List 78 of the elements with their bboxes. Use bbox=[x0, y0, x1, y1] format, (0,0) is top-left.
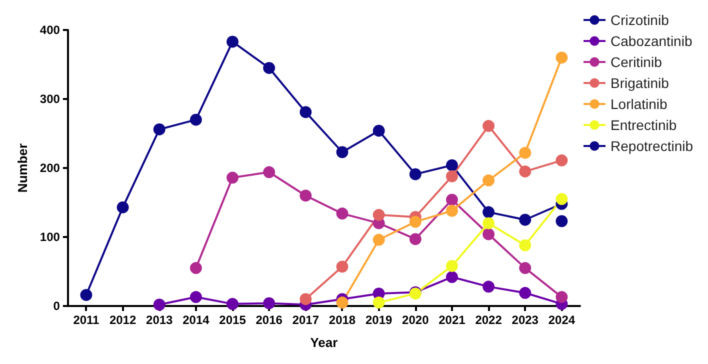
point bbox=[519, 286, 532, 299]
point bbox=[482, 217, 495, 230]
point bbox=[409, 233, 422, 246]
point bbox=[372, 124, 385, 137]
point bbox=[263, 297, 276, 310]
x-tick-label: 2020 bbox=[402, 313, 430, 327]
point bbox=[300, 190, 312, 202]
legend-label: Repotrectinib bbox=[610, 138, 694, 154]
legend-label: Lorlatinib bbox=[610, 96, 668, 112]
point bbox=[300, 106, 312, 118]
point bbox=[263, 62, 276, 74]
point bbox=[190, 291, 202, 304]
y-tick-label: 200 bbox=[40, 161, 60, 175]
point bbox=[519, 262, 532, 274]
point bbox=[336, 146, 348, 158]
x-tick-label: 2016 bbox=[256, 313, 283, 327]
y-tick-label: 400 bbox=[40, 23, 60, 37]
point bbox=[556, 52, 568, 64]
point bbox=[372, 296, 385, 309]
point bbox=[556, 291, 568, 304]
point bbox=[372, 208, 385, 221]
x-tick-label: 2023 bbox=[512, 313, 539, 327]
point bbox=[409, 216, 422, 228]
point bbox=[226, 298, 239, 310]
point bbox=[519, 165, 532, 178]
point bbox=[372, 234, 385, 246]
point bbox=[116, 201, 129, 214]
legend-label: Ceritinib bbox=[610, 54, 662, 70]
point bbox=[336, 296, 348, 309]
point bbox=[556, 154, 568, 166]
point bbox=[446, 204, 458, 217]
point bbox=[556, 193, 568, 206]
point bbox=[226, 172, 239, 184]
point bbox=[409, 168, 422, 180]
point bbox=[519, 146, 532, 159]
point bbox=[80, 288, 92, 301]
point bbox=[519, 214, 532, 226]
point bbox=[519, 239, 532, 252]
legend-label: Crizotinib bbox=[610, 12, 670, 28]
point bbox=[190, 114, 202, 126]
point bbox=[153, 123, 166, 136]
x-axis-title: Year bbox=[310, 335, 338, 350]
y-tick-label: 0 bbox=[53, 299, 60, 313]
y-tick-label: 100 bbox=[40, 230, 60, 244]
point bbox=[336, 260, 348, 273]
point bbox=[482, 228, 495, 240]
point bbox=[482, 280, 495, 293]
point bbox=[226, 36, 239, 48]
point bbox=[482, 174, 495, 186]
x-tick-label: 2017 bbox=[292, 313, 320, 327]
point bbox=[446, 260, 458, 272]
x-tick-label: 2011 bbox=[73, 313, 100, 327]
point bbox=[446, 159, 458, 172]
x-tick-label: 2021 bbox=[438, 313, 466, 327]
point bbox=[482, 206, 495, 218]
x-tick-label: 2014 bbox=[182, 313, 210, 327]
point bbox=[263, 166, 276, 178]
point bbox=[336, 208, 348, 220]
point bbox=[446, 194, 458, 206]
x-tick-label: 2018 bbox=[328, 313, 356, 327]
point bbox=[446, 170, 458, 182]
point bbox=[482, 120, 495, 132]
x-tick-label: 2012 bbox=[109, 313, 136, 327]
x-tick-label: 2015 bbox=[219, 313, 246, 327]
x-tick-label: 2013 bbox=[146, 313, 174, 327]
legend-label: Cabozantinib bbox=[610, 33, 692, 49]
point bbox=[153, 298, 166, 311]
x-tick-label: 2022 bbox=[475, 313, 502, 327]
point bbox=[556, 215, 568, 228]
x-tick-label: 2019 bbox=[365, 313, 392, 327]
legend-label: Brigatinib bbox=[610, 75, 670, 91]
point bbox=[300, 293, 312, 306]
x-tick-label: 2024 bbox=[548, 313, 576, 327]
legend-label: Entrectinib bbox=[610, 117, 677, 133]
point bbox=[190, 262, 202, 274]
y-tick-label: 300 bbox=[40, 92, 60, 106]
y-axis-title: Number bbox=[15, 143, 30, 193]
point bbox=[446, 271, 458, 284]
